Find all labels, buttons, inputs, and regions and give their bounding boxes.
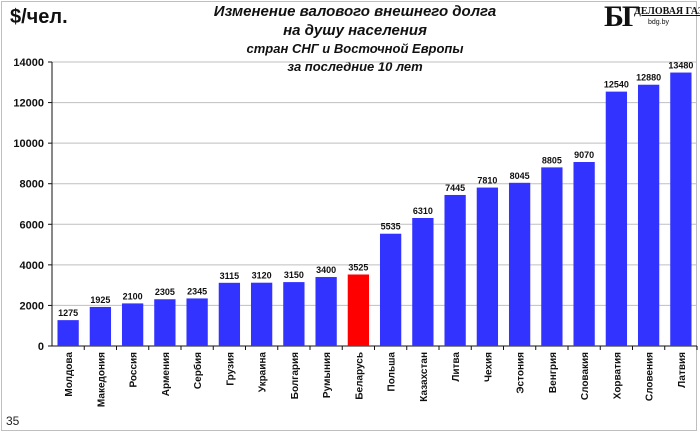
data-label: 3150 bbox=[284, 270, 304, 280]
data-label: 3120 bbox=[252, 271, 272, 281]
x-tick-label: Латвия bbox=[677, 352, 688, 388]
x-tick-label: Чехия bbox=[483, 352, 494, 382]
data-label: 1925 bbox=[90, 295, 110, 305]
bar bbox=[412, 217, 434, 346]
bar bbox=[637, 84, 660, 346]
data-label: 8045 bbox=[510, 171, 530, 181]
y-axis-unit-label: $/чел. bbox=[10, 6, 68, 28]
bar bbox=[379, 233, 402, 346]
y-tick-label: 10000 bbox=[13, 138, 44, 150]
bar bbox=[605, 91, 628, 346]
bar bbox=[541, 167, 563, 346]
chart-title: Изменение валового внешнего долга на душ… bbox=[175, 2, 535, 76]
bar bbox=[121, 303, 144, 346]
x-tick-label: Румыния bbox=[322, 352, 333, 398]
x-tick-label: Эстония bbox=[516, 352, 527, 394]
data-label: 12540 bbox=[604, 80, 629, 90]
bar bbox=[670, 72, 692, 346]
logo-url: bdg.by bbox=[648, 19, 670, 26]
x-tick-label: Казахстан bbox=[419, 352, 430, 402]
y-tick-label: 8000 bbox=[20, 179, 44, 191]
bar bbox=[250, 282, 273, 346]
bar bbox=[57, 320, 79, 346]
data-label: 12880 bbox=[636, 73, 661, 83]
y-tick-label: 4000 bbox=[20, 260, 44, 272]
x-tick-label: Армения bbox=[161, 352, 172, 396]
x-tick-label: Украина bbox=[258, 352, 269, 393]
bar bbox=[315, 277, 337, 346]
data-label: 1275 bbox=[58, 308, 78, 318]
bar bbox=[573, 162, 595, 346]
data-label: 2100 bbox=[123, 291, 143, 301]
x-tick-label: Македония bbox=[96, 352, 107, 407]
y-tick-label: 14000 bbox=[13, 57, 44, 69]
y-tick-label: 0 bbox=[38, 341, 44, 353]
logo-name: ДЕЛОВАЯ ГАЗЕТА bbox=[634, 6, 700, 17]
data-label: 6310 bbox=[413, 206, 433, 216]
x-tick-label: Молдова bbox=[64, 352, 75, 397]
bar bbox=[283, 282, 305, 346]
bar bbox=[218, 282, 241, 346]
data-label: 3525 bbox=[348, 262, 368, 272]
title-line-3: стран СНГ и Восточной Европы bbox=[246, 41, 464, 56]
x-tick-label: Беларусь bbox=[354, 352, 365, 400]
data-label: 3115 bbox=[220, 271, 240, 281]
data-label: 9070 bbox=[574, 150, 594, 160]
x-tick-label: Грузия bbox=[225, 352, 236, 386]
data-label: 2345 bbox=[187, 286, 207, 296]
bar bbox=[154, 299, 176, 346]
bar bbox=[508, 182, 531, 346]
x-tick-label: Сербия bbox=[192, 352, 204, 389]
y-tick-label: 6000 bbox=[20, 219, 44, 231]
data-label: 3400 bbox=[316, 265, 336, 275]
data-label: 8805 bbox=[542, 155, 562, 165]
title-line-1: Изменение валового внешнего долга bbox=[213, 3, 497, 20]
bar bbox=[186, 298, 208, 346]
x-tick-label: Словакия bbox=[580, 352, 591, 400]
bar bbox=[444, 194, 466, 346]
logo-mark: БГ bbox=[604, 0, 641, 33]
x-tick-label: Литва bbox=[451, 352, 462, 382]
y-tick-label: 2000 bbox=[20, 300, 44, 312]
data-label: 2305 bbox=[155, 287, 175, 297]
bar bbox=[89, 306, 112, 346]
data-label: 5535 bbox=[381, 222, 401, 232]
x-tick-label: Россия bbox=[129, 352, 140, 388]
y-tick-label: 12000 bbox=[13, 98, 44, 110]
x-tick-label: Польша bbox=[387, 352, 398, 392]
newspaper-logo: БГ ДЕЛОВАЯ ГАЗЕТА bdg.by bbox=[604, 0, 700, 42]
x-tick-label: Хорватия bbox=[612, 352, 623, 399]
data-label: 13480 bbox=[668, 61, 693, 71]
bar bbox=[347, 274, 370, 346]
x-tick-label: Болгария bbox=[290, 352, 301, 399]
title-line-4: за последние 10 лет bbox=[287, 59, 423, 74]
data-label: 7445 bbox=[445, 183, 465, 193]
title-line-2: на душу населения bbox=[283, 22, 427, 39]
data-label: 7810 bbox=[477, 176, 497, 186]
x-tick-label: Словения bbox=[645, 352, 656, 401]
bar bbox=[476, 187, 499, 346]
x-tick-label: Венгрия bbox=[548, 352, 559, 393]
page-number: 35 bbox=[6, 414, 20, 428]
